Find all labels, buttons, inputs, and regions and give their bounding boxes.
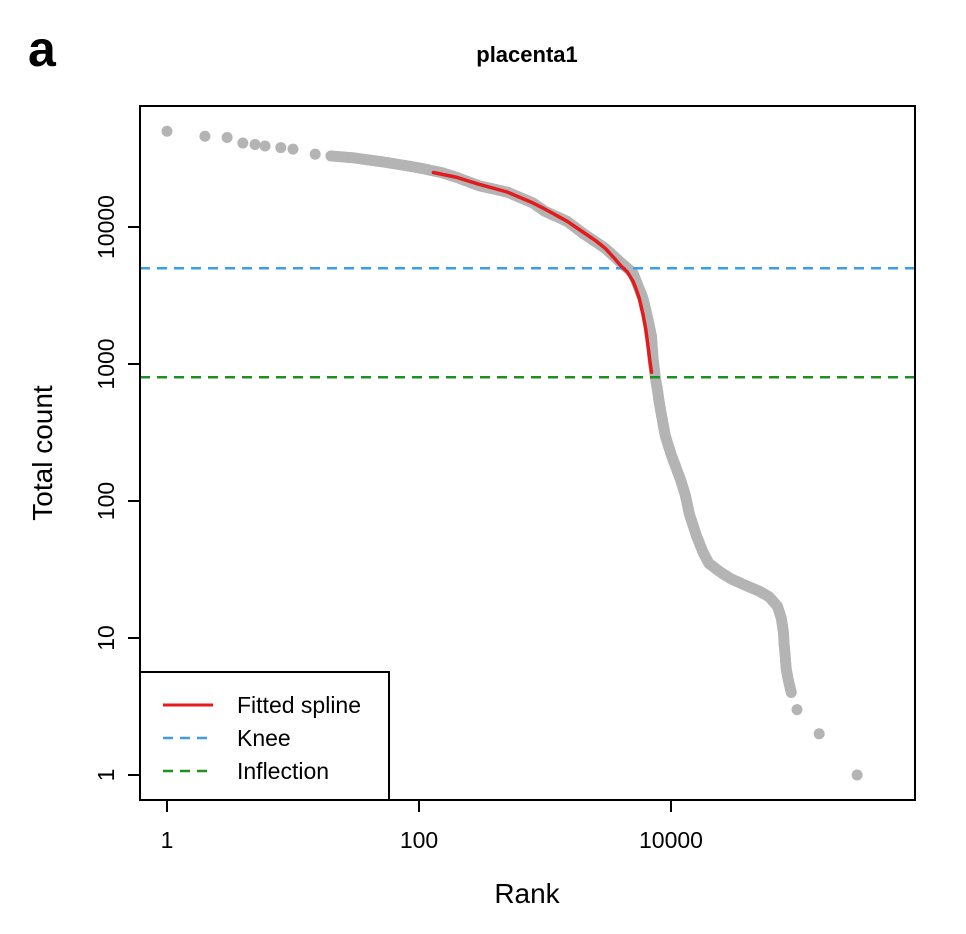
data-point (813, 728, 825, 740)
data-point (161, 125, 173, 137)
data-point (275, 142, 287, 154)
legend-box (139, 671, 390, 801)
y-tick-label: 1000 (93, 338, 119, 389)
y-tick-label: 10000 (93, 195, 119, 259)
data-point (791, 704, 803, 716)
data-point (199, 130, 211, 142)
legend-label-inflection: Inflection (237, 758, 329, 784)
data-point (259, 140, 271, 152)
plot-area (140, 125, 915, 781)
data-point (785, 687, 797, 699)
x-axis: 1 100 10000 (161, 800, 703, 853)
data-point (309, 148, 321, 160)
data-point (249, 139, 261, 151)
y-tick-label: 1 (93, 769, 119, 782)
legend-label-fitted-spline: Fitted spline (237, 692, 361, 718)
plot-frame (139, 105, 916, 801)
y-tick-label: 100 (93, 482, 119, 520)
fitted-spline-line (431, 170, 654, 375)
y-axis: 1 10 100 1000 10000 (93, 195, 140, 781)
data-point (851, 769, 863, 781)
x-axis-label: Rank (494, 878, 560, 909)
x-tick-label: 100 (400, 827, 438, 853)
chart-title: placenta1 (476, 42, 578, 67)
x-tick-label: 1 (161, 827, 174, 853)
panel-label: a (28, 21, 57, 77)
data-point (287, 143, 299, 155)
data-point (237, 137, 249, 149)
legend-label-knee: Knee (237, 725, 291, 751)
data-point (221, 132, 233, 144)
x-tick-label: 10000 (639, 827, 703, 853)
y-tick-label: 10 (93, 625, 119, 651)
y-axis-label: Total count (27, 385, 58, 521)
legend: Fitted spline Knee Inflection (139, 671, 390, 801)
